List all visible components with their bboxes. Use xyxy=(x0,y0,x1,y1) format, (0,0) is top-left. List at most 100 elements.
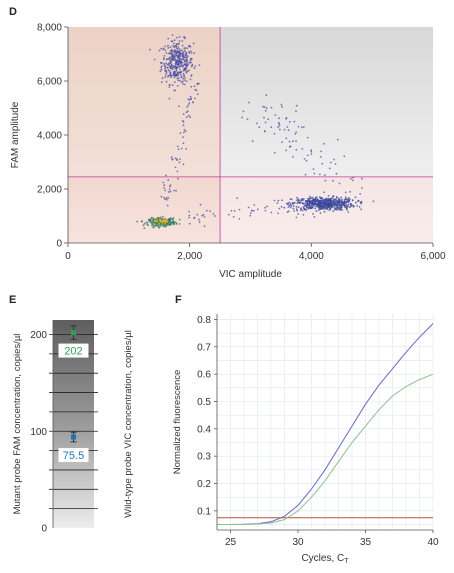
droplet-point xyxy=(301,126,303,129)
quadrant-upper-right xyxy=(220,27,433,177)
droplet-point xyxy=(165,74,167,76)
droplet-point xyxy=(277,212,279,215)
droplet-point xyxy=(328,167,331,170)
droplet-point xyxy=(188,45,191,47)
droplet-point xyxy=(182,69,185,72)
droplet-point xyxy=(155,224,158,226)
droplet-point xyxy=(162,181,165,184)
droplet-point xyxy=(307,206,310,209)
droplet-point xyxy=(249,214,252,217)
droplet-point xyxy=(315,210,318,213)
droplet-point xyxy=(227,213,230,216)
droplet-point xyxy=(182,56,185,59)
droplet-point xyxy=(339,206,342,209)
droplet-point xyxy=(173,42,175,45)
droplet-point xyxy=(157,226,160,228)
droplet-point xyxy=(346,208,348,211)
droplet-point xyxy=(143,222,146,225)
droplet-point xyxy=(173,89,176,92)
droplet-point xyxy=(314,205,317,208)
droplet-point xyxy=(310,150,313,153)
droplet-point xyxy=(297,199,300,202)
droplet-point xyxy=(246,118,249,120)
droplet-point xyxy=(178,65,181,68)
droplet-point xyxy=(320,207,323,210)
droplet-point xyxy=(319,212,322,215)
droplet-point xyxy=(335,202,338,205)
droplet-point xyxy=(173,65,176,67)
droplet-point xyxy=(343,155,346,158)
droplet-point xyxy=(175,69,178,72)
droplet-point xyxy=(297,125,300,128)
droplet-point xyxy=(344,196,347,199)
droplet-point xyxy=(188,102,191,105)
droplet-point xyxy=(147,224,149,227)
droplet-point xyxy=(289,202,292,205)
droplet-point xyxy=(238,218,241,220)
droplet-point xyxy=(241,116,244,119)
x-axis-label: Cycles, CT xyxy=(301,553,349,565)
droplet-point xyxy=(150,222,153,225)
droplet-point xyxy=(340,196,342,199)
droplet-point xyxy=(351,179,354,182)
droplet-point xyxy=(183,79,186,81)
droplet-point xyxy=(174,157,177,160)
droplet-point xyxy=(326,206,328,209)
droplet-point xyxy=(336,206,339,209)
droplet-point xyxy=(190,58,193,61)
droplet-point xyxy=(185,64,187,66)
droplet-point xyxy=(171,158,174,161)
droplet-point xyxy=(160,62,162,64)
droplet-point xyxy=(308,199,311,202)
droplet-point xyxy=(169,50,172,52)
concentration-markers: 202 75.5 xyxy=(58,325,89,463)
droplet-point xyxy=(332,195,335,198)
y-tick-label: 0.4 xyxy=(197,424,211,435)
droplet-point xyxy=(154,225,156,227)
droplet-point xyxy=(180,70,183,73)
droplet-point xyxy=(337,201,340,204)
droplet-point xyxy=(194,65,197,68)
y-axis-label-left: Mutant probe FAM concentration, copies/µ… xyxy=(12,334,23,515)
droplet-point xyxy=(173,221,176,224)
droplet-point xyxy=(173,70,176,73)
droplet-point xyxy=(232,216,235,218)
droplet-point xyxy=(167,74,170,77)
droplet-point xyxy=(174,56,177,58)
droplet-point xyxy=(361,187,363,189)
droplet-point xyxy=(167,37,170,40)
droplet-point xyxy=(295,140,297,143)
droplet-point xyxy=(176,60,179,62)
droplet-point xyxy=(193,67,196,70)
droplet-point xyxy=(295,208,298,211)
droplet-point xyxy=(155,220,158,223)
droplet-point xyxy=(178,53,181,56)
droplet-point xyxy=(171,84,174,87)
droplet-point xyxy=(178,36,181,38)
droplet-point xyxy=(168,62,171,64)
droplet-point xyxy=(173,66,176,69)
droplet-point xyxy=(354,201,357,204)
droplet-point xyxy=(175,45,177,48)
droplet-point xyxy=(167,191,170,193)
droplet-point xyxy=(347,197,350,199)
droplet-point xyxy=(339,200,341,202)
droplet-point xyxy=(186,110,189,113)
droplet-point xyxy=(148,219,150,222)
droplet-point xyxy=(361,177,363,180)
droplet-point xyxy=(310,153,313,155)
amplification-curve xyxy=(217,373,434,525)
droplet-point xyxy=(177,177,180,180)
droplet-point xyxy=(319,173,321,176)
droplet-point xyxy=(280,103,283,106)
droplet-point xyxy=(178,48,181,50)
droplet-point xyxy=(331,197,334,199)
droplet-point xyxy=(302,213,305,216)
droplet-point xyxy=(169,184,172,187)
droplet-point xyxy=(306,200,308,203)
droplet-point xyxy=(311,202,314,204)
droplet-point xyxy=(184,37,186,40)
droplet-point xyxy=(165,72,168,74)
droplet-point xyxy=(201,214,204,217)
droplet-point xyxy=(289,198,292,201)
